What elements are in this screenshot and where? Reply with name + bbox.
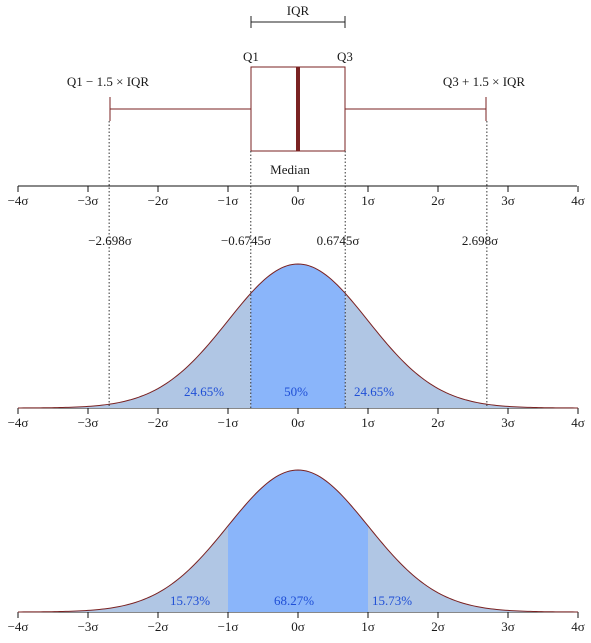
axis-tick-label: −4σ xyxy=(8,415,29,430)
lower-whisker-label: Q1 − 1.5 × IQR xyxy=(67,74,150,89)
curve-region xyxy=(250,264,346,408)
axis-tick-label: 0σ xyxy=(291,415,305,430)
curve-region xyxy=(228,470,368,612)
panel3-percent-labels: 15.73% 68.27% 15.73% xyxy=(170,593,412,608)
axis-tick-label: 0σ xyxy=(291,193,305,208)
axis-tick-label: 1σ xyxy=(361,415,375,430)
axis-tick-label: 2σ xyxy=(431,619,445,634)
curve-region xyxy=(345,293,487,408)
boxplot-panel: IQR Q1 Q3 Q1 − 1.5 × IQR Q3 + 1.5 × IQR … xyxy=(67,3,526,177)
normal-curve xyxy=(17,263,579,409)
axis-tick-label: 4σ xyxy=(571,619,585,634)
axis-tick-label: −3σ xyxy=(78,619,99,634)
axis-tick-label: −3σ xyxy=(78,193,99,208)
quantile-label-q1: −0.6745σ xyxy=(221,233,271,248)
axis-tick-label: −2σ xyxy=(148,415,169,430)
dotted-guide-lines xyxy=(108,121,488,408)
axis-tick-label: 3σ xyxy=(501,619,515,634)
curve-region xyxy=(18,404,110,408)
panel3-left-percent: 15.73% xyxy=(170,593,210,608)
median-label: Median xyxy=(270,162,310,177)
panel2-center-percent: 50% xyxy=(284,384,308,399)
q1-label: Q1 xyxy=(243,49,259,64)
q3-label: Q3 xyxy=(337,49,353,64)
axis-tick-label: −1σ xyxy=(218,415,239,430)
axis-bottom: −4σ −3σ −2σ −1σ 0σ 1σ 2σ 3σ 4σ xyxy=(8,611,585,634)
axis-tick-label: 3σ xyxy=(501,415,515,430)
axis-top: −4σ −3σ −2σ −1σ 0σ 1σ 2σ 3σ 4σ xyxy=(8,185,585,208)
axis-tick-label: −2σ xyxy=(148,619,169,634)
panel3-right-percent: 15.73% xyxy=(372,593,412,608)
normal-curve-quartile-panel xyxy=(17,263,579,409)
axis-tick-label: 1σ xyxy=(361,619,375,634)
panel2-left-percent: 24.65% xyxy=(184,384,224,399)
quantile-labels: −2.698σ −0.6745σ 0.6745σ 2.698σ xyxy=(88,233,498,248)
axis-tick-label: 1σ xyxy=(361,193,375,208)
axis-middle: −4σ −3σ −2σ −1σ 0σ 1σ 2σ 3σ 4σ xyxy=(8,407,585,430)
curve-region xyxy=(486,404,578,408)
normal-curve-sigma-panel xyxy=(17,469,579,613)
axis-tick-label: −1σ xyxy=(218,619,239,634)
upper-whisker-label: Q3 + 1.5 × IQR xyxy=(443,74,526,89)
axis-tick-label: 4σ xyxy=(571,415,585,430)
curve-region xyxy=(368,525,578,612)
panel2-right-percent: 24.65% xyxy=(354,384,394,399)
axis-tick-label: 2σ xyxy=(431,415,445,430)
axis-tick-label: −4σ xyxy=(8,193,29,208)
axis-tick-label: 3σ xyxy=(501,193,515,208)
normal-curve xyxy=(17,469,579,613)
axis-tick-label: −1σ xyxy=(218,193,239,208)
axis-tick-label: −3σ xyxy=(78,415,99,430)
panel3-center-percent: 68.27% xyxy=(274,593,314,608)
axis-tick-label: −4σ xyxy=(8,619,29,634)
axis-tick-label: 4σ xyxy=(571,193,585,208)
axis-tick-label: 0σ xyxy=(291,619,305,634)
axis-tick-label: 2σ xyxy=(431,193,445,208)
quantile-label-q3: 0.6745σ xyxy=(317,233,360,248)
axis-tick-label: −2σ xyxy=(148,193,169,208)
curve-region xyxy=(18,525,228,612)
quantile-label-lower-fence: −2.698σ xyxy=(88,233,132,248)
iqr-label: IQR xyxy=(287,3,310,18)
panel2-percent-labels: 24.65% 50% 24.65% xyxy=(184,384,394,399)
quantile-label-upper-fence: 2.698σ xyxy=(462,233,498,248)
curve-region xyxy=(109,293,251,408)
